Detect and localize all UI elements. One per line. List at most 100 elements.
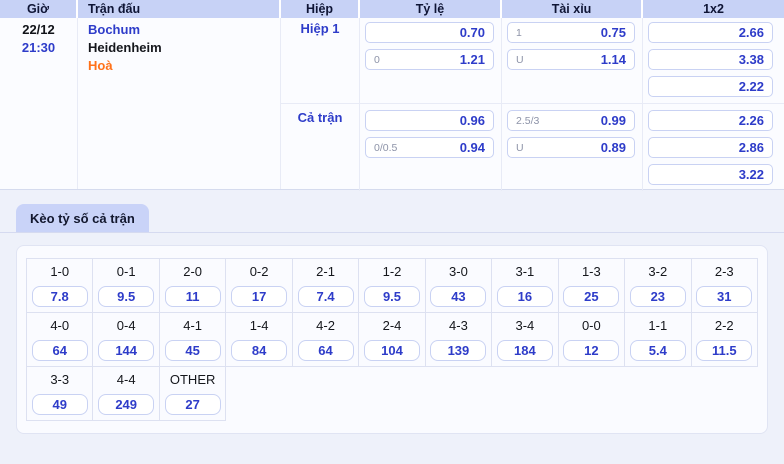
handicap-odds-button[interactable]: 0.70 xyxy=(365,22,494,43)
tab-correct-score[interactable]: Kèo tỷ số cả trận xyxy=(16,204,149,232)
score-odds-button[interactable]: 12 xyxy=(563,340,620,361)
score-odds-button[interactable]: 17 xyxy=(231,286,288,307)
1x2-odds-button[interactable]: 2.26 xyxy=(648,110,773,131)
1x2-odds-button[interactable]: 2.66 xyxy=(648,22,773,43)
handicap-odds-button[interactable]: 0 1.21 xyxy=(365,49,494,70)
period-label: Cả trận xyxy=(297,110,343,125)
score-cell: 3-2 23 xyxy=(624,258,692,313)
period-cell: Cả trận xyxy=(281,104,360,191)
score-odds-button[interactable]: 45 xyxy=(164,340,221,361)
score-label: 0-0 xyxy=(581,318,601,333)
score-cell: 4-3 139 xyxy=(424,312,493,367)
score-odds-button[interactable]: 23 xyxy=(629,286,686,307)
score-label: 4-4 xyxy=(116,372,136,387)
score-cell: 1-0 7.8 xyxy=(25,258,94,313)
score-odds-button[interactable]: 11.5 xyxy=(696,340,753,361)
score-odds-button[interactable]: 139 xyxy=(430,340,487,361)
score-label: 3-2 xyxy=(648,264,668,279)
over-under-odds-button[interactable]: U 0.89 xyxy=(507,137,635,158)
period-cell: Hiệp 1 xyxy=(281,18,360,103)
score-cell: 0-4 144 xyxy=(92,312,160,367)
odds-value: 2.26 xyxy=(738,113,764,128)
match-odds-table: Giờ Trận đấu Hiệp Tỷ lệ Tài xỉu 1x2 22/1… xyxy=(0,0,784,191)
score-odds-button[interactable]: 7.8 xyxy=(31,286,88,307)
score-odds-button[interactable]: 104 xyxy=(363,340,420,361)
over-under-line-label: U xyxy=(516,53,524,66)
score-odds-button[interactable]: 144 xyxy=(98,340,155,361)
score-cell: 1-4 84 xyxy=(225,312,293,367)
score-grid-empty-area xyxy=(226,367,758,421)
over-under-odds-button[interactable]: 2.5/3 0.99 xyxy=(507,110,635,131)
score-cell: 3-1 16 xyxy=(491,258,559,313)
score-row: 1-0 7.8 0-1 9.5 2-0 11 0-2 17 2-1 7.4 1-2 9.5 3-0 43 3… xyxy=(25,258,759,313)
score-label: 3-1 xyxy=(515,264,535,279)
period-label: Hiệp 1 xyxy=(300,21,340,36)
score-cell: 0-0 12 xyxy=(557,312,626,367)
score-cell: 0-1 9.5 xyxy=(92,258,160,313)
match-hour: 21:30 xyxy=(21,40,56,55)
odds-value: 3.38 xyxy=(738,52,764,67)
score-odds-button[interactable]: 11 xyxy=(164,286,221,307)
score-odds-button[interactable]: 49 xyxy=(31,394,88,415)
over-under-odds-cell: 1 0.75 U 1.14 xyxy=(502,18,643,103)
1x2-odds-button[interactable]: 2.22 xyxy=(648,76,773,97)
1x2-odds-button[interactable]: 3.22 xyxy=(648,164,773,185)
correct-score-panel: 1-0 7.8 0-1 9.5 2-0 11 0-2 17 2-1 7.4 1-2 9.5 3-0 43 3… xyxy=(16,245,768,434)
score-cell: 1-2 9.5 xyxy=(358,258,426,313)
handicap-odds-cell: 0.70 0 1.21 xyxy=(360,18,502,103)
1x2-odds-cell: 2.66 3.38 2.22 xyxy=(643,18,784,103)
score-odds-button[interactable]: 64 xyxy=(297,340,354,361)
score-odds-button[interactable]: 9.5 xyxy=(363,286,420,307)
score-cell: 2-4 104 xyxy=(358,312,426,367)
odds-value: 0.70 xyxy=(459,25,485,40)
score-odds-button[interactable]: 7.4 xyxy=(297,286,354,307)
score-cell: 2-3 31 xyxy=(690,258,759,313)
header-gio: Giờ xyxy=(0,0,78,18)
score-label: 2-0 xyxy=(183,264,203,279)
score-odds-button[interactable]: 16 xyxy=(496,286,553,307)
score-odds-button[interactable]: 184 xyxy=(496,340,553,361)
odds-value: 3.22 xyxy=(738,167,764,182)
score-odds-button[interactable]: 9.5 xyxy=(98,286,155,307)
score-cell: 4-1 45 xyxy=(158,312,227,367)
period-row-first-half: Hiệp 1 0.70 0 1.21 1 0.75 xyxy=(281,18,784,103)
handicap-line-label: 0 xyxy=(374,53,380,66)
1x2-odds-button[interactable]: 2.86 xyxy=(648,137,773,158)
score-odds-button[interactable]: 25 xyxy=(563,286,620,307)
handicap-odds-button[interactable]: 0.96 xyxy=(365,110,494,131)
score-cell: 2-0 11 xyxy=(158,258,227,313)
score-odds-button[interactable]: 84 xyxy=(231,340,288,361)
over-under-odds-button[interactable]: U 1.14 xyxy=(507,49,635,70)
home-team-link[interactable]: Bochum xyxy=(88,22,140,37)
1x2-odds-button[interactable]: 3.38 xyxy=(648,49,773,70)
score-cell: 0-2 17 xyxy=(225,258,293,313)
handicap-odds-cell: 0.96 0/0.5 0.94 xyxy=(360,104,502,191)
odds-value: 1.14 xyxy=(600,52,626,67)
match-time-cell: 22/12 21:30 xyxy=(0,18,78,189)
score-cell: 4-0 64 xyxy=(25,312,94,367)
score-label: 1-4 xyxy=(249,318,269,333)
odds-value: 0.94 xyxy=(459,140,485,155)
handicap-line-label: 0/0.5 xyxy=(374,141,398,154)
score-cell: OTHER 27 xyxy=(158,366,227,421)
odds-value: 2.22 xyxy=(738,79,764,94)
score-label: 1-1 xyxy=(648,318,668,333)
score-odds-button[interactable]: 43 xyxy=(430,286,487,307)
score-odds-button[interactable]: 27 xyxy=(164,394,221,415)
period-row-full-match: Cả trận 0.96 0/0.5 0.94 2.5/3 0.99 xyxy=(281,103,784,191)
score-label: 2-3 xyxy=(714,264,734,279)
score-odds-button[interactable]: 249 xyxy=(98,394,155,415)
score-label: 1-2 xyxy=(382,264,402,279)
score-cell: 4-4 249 xyxy=(92,366,160,421)
odds-value: 1.21 xyxy=(459,52,485,67)
odds-value: 0.99 xyxy=(600,113,626,128)
header-1x2: 1x2 xyxy=(643,0,784,18)
over-under-odds-button[interactable]: 1 0.75 xyxy=(507,22,635,43)
score-row: 3-3 49 4-4 249 OTHER 27 xyxy=(25,366,758,421)
odds-columns: Hiệp 1 0.70 0 1.21 1 0.75 xyxy=(281,18,784,191)
score-label: 0-1 xyxy=(116,264,136,279)
score-odds-button[interactable]: 64 xyxy=(31,340,88,361)
handicap-odds-button[interactable]: 0/0.5 0.94 xyxy=(365,137,494,158)
score-odds-button[interactable]: 5.4 xyxy=(629,340,686,361)
score-odds-button[interactable]: 31 xyxy=(696,286,753,307)
